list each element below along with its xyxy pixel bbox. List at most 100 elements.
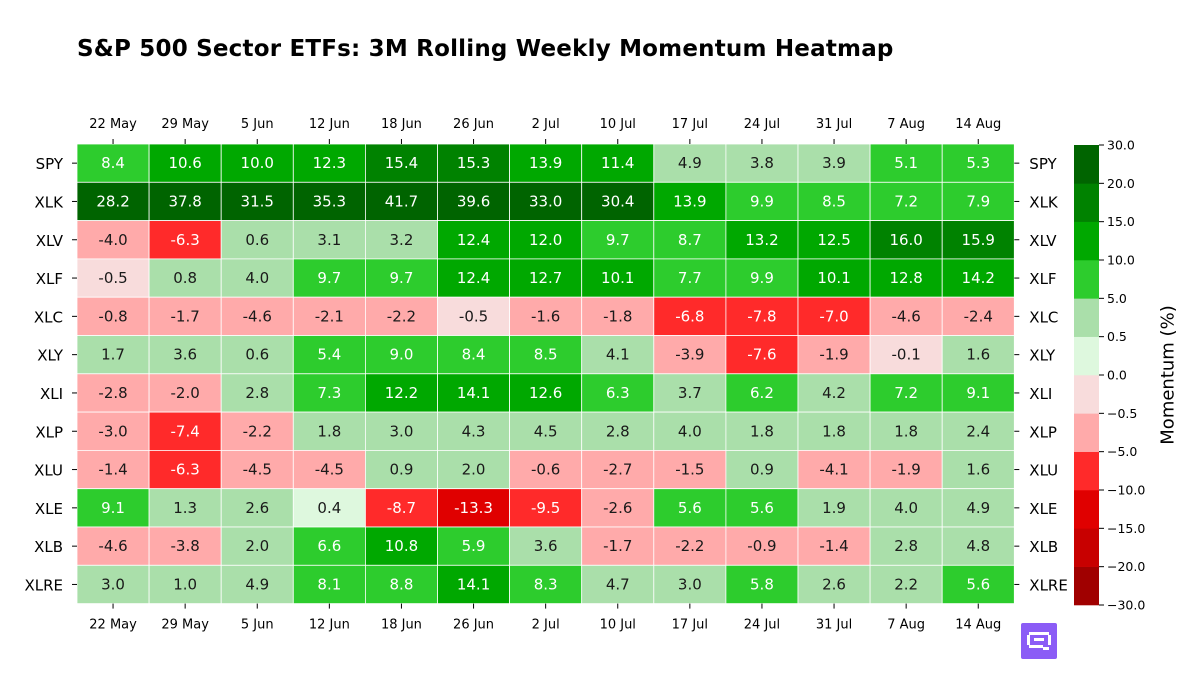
- heatmap-cell: [148, 181, 222, 222]
- cell-value-label: 2.8: [894, 537, 918, 555]
- x-tick-label-top: 24 Jul: [744, 117, 780, 132]
- cell-value-label: 12.3: [313, 154, 346, 172]
- y-tick-label-right: XLI: [1029, 385, 1052, 403]
- heatmap-cell: [76, 564, 150, 604]
- heatmap-cell: [76, 181, 150, 222]
- heatmap-cell: [292, 526, 366, 566]
- cell-value-label: 12.4: [457, 231, 490, 249]
- cell-value-label: 5.3: [966, 154, 990, 172]
- cell-value-label: 10.0: [241, 154, 274, 172]
- heatmap-cell: [148, 296, 222, 336]
- cell-value-label: -6.3: [171, 231, 200, 249]
- cell-value-label: -1.9: [892, 461, 921, 479]
- x-tick-label-top: 22 May: [89, 117, 137, 132]
- cell-value-label: -1.4: [819, 537, 848, 555]
- heatmap-cell: [364, 488, 438, 528]
- x-tick-label-bottom: 12 Jun: [309, 618, 350, 633]
- cell-value-label: 12.7: [529, 269, 562, 287]
- heatmap-cell: [725, 181, 799, 222]
- cell-value-label: 5.4: [317, 346, 341, 364]
- heatmap-cell: [292, 449, 366, 490]
- cell-value-label: 15.4: [385, 154, 418, 172]
- colorbar-ticks: −30.0 −20.0 −15.0 −10.0 −5.0 −0.5 0.0 0.5 5.0 10.…: [1099, 138, 1145, 613]
- cell-value-label: 39.6: [457, 192, 490, 210]
- heatmap-cell: [653, 220, 727, 260]
- y-tick-label-right: XLC: [1029, 308, 1058, 326]
- heatmap-cell: [941, 373, 1015, 413]
- cell-value-label: -4.5: [315, 461, 344, 479]
- cell-value-label: 5.6: [750, 499, 774, 517]
- colorbar-tick-label: −5.0: [1107, 444, 1137, 459]
- heatmap-cells: [76, 143, 1015, 604]
- cell-value-label: -6.3: [171, 461, 200, 479]
- cell-value-label: -4.0: [98, 231, 127, 249]
- cell-value-label: 6.3: [606, 384, 630, 402]
- cell-value-label: 3.7: [678, 384, 702, 402]
- cell-value-label: 13.9: [529, 154, 562, 172]
- x-tick-label-top: 7 Aug: [887, 117, 925, 132]
- y-tick-label-left: XLF: [36, 270, 63, 288]
- cell-value-label: 16.0: [889, 231, 922, 249]
- cell-value-label: 2.0: [245, 537, 269, 555]
- heatmap-cell: [509, 335, 583, 375]
- cell-value-label: -4.6: [98, 537, 127, 555]
- cell-value-label: 12.8: [889, 269, 922, 287]
- x-tick-label-top: 14 Aug: [955, 117, 1001, 132]
- heatmap-cell: [292, 335, 366, 375]
- cell-value-label: 0.6: [245, 346, 269, 364]
- cell-value-label: 8.7: [678, 231, 702, 249]
- cell-value-label: 10.8: [385, 537, 418, 555]
- y-tick-label-right: XLF: [1029, 270, 1056, 288]
- cell-value-label: 14.1: [457, 575, 490, 593]
- cell-value-label: -0.6: [531, 461, 560, 479]
- cell-value-label: -3.0: [98, 422, 127, 440]
- cell-value-label: 14.2: [962, 269, 995, 287]
- heatmap-cell: [725, 411, 799, 451]
- cell-value-label: -13.3: [454, 499, 493, 517]
- cell-value-label: 4.9: [678, 154, 702, 172]
- heatmap-cell: [509, 526, 583, 566]
- cell-value-label: 13.9: [673, 192, 706, 210]
- y-tick-label-left: XLK: [35, 193, 65, 211]
- cell-value-label: 4.2: [822, 384, 846, 402]
- colorbar-tick-label: 5.0: [1107, 291, 1127, 306]
- cell-value-label: 4.7: [606, 575, 630, 593]
- cell-value-label: -1.8: [603, 307, 632, 325]
- heatmap-cell: [725, 296, 799, 336]
- y-tick-label-left: XLRE: [24, 576, 63, 594]
- cell-value-label: 1.8: [894, 422, 918, 440]
- heatmap-cell: [941, 258, 1015, 298]
- heatmap-cell: [148, 335, 222, 375]
- cell-value-label: 1.3: [173, 499, 197, 517]
- cell-value-label: 9.1: [101, 499, 125, 517]
- cell-value-label: 2.0: [462, 461, 486, 479]
- x-tick-label-top: 26 Jun: [453, 117, 494, 132]
- y-tick-label-right: XLE: [1029, 500, 1057, 518]
- cell-value-label: -2.8: [98, 384, 127, 402]
- heatmap-cell: [364, 411, 438, 451]
- cell-value-label: 5.1: [894, 154, 918, 172]
- heatmap-cell: [437, 564, 510, 604]
- y-tick-label-right: XLRE: [1029, 576, 1068, 594]
- cell-value-label: 9.0: [390, 346, 414, 364]
- cell-value-label: 8.1: [317, 575, 341, 593]
- cell-value-label: 15.9: [962, 231, 995, 249]
- heatmap-cell: [509, 564, 583, 604]
- colorbar-tick-label: 15.0: [1107, 214, 1135, 229]
- heatmap-cell: [509, 143, 583, 183]
- cell-value-label: 14.1: [457, 384, 490, 402]
- cell-value-label: 1.0: [173, 575, 197, 593]
- cell-value-label: -4.1: [819, 461, 848, 479]
- cell-value-label: 12.2: [385, 384, 418, 402]
- x-tick-label-top: 31 Jul: [816, 117, 852, 132]
- cell-value-label: 5.9: [462, 537, 486, 555]
- colorbar-block: [1074, 413, 1099, 452]
- cell-value-label: 1.9: [822, 499, 846, 517]
- heatmap-cell: [292, 296, 366, 336]
- cell-value-label: 5.6: [966, 575, 990, 593]
- cell-value-label: -1.7: [603, 537, 632, 555]
- x-tick-label-bottom: 26 Jun: [453, 618, 494, 633]
- chat-logo-icon: [1027, 632, 1051, 650]
- heatmap-cell: [869, 143, 943, 183]
- x-tick-label-top: 29 May: [161, 117, 209, 132]
